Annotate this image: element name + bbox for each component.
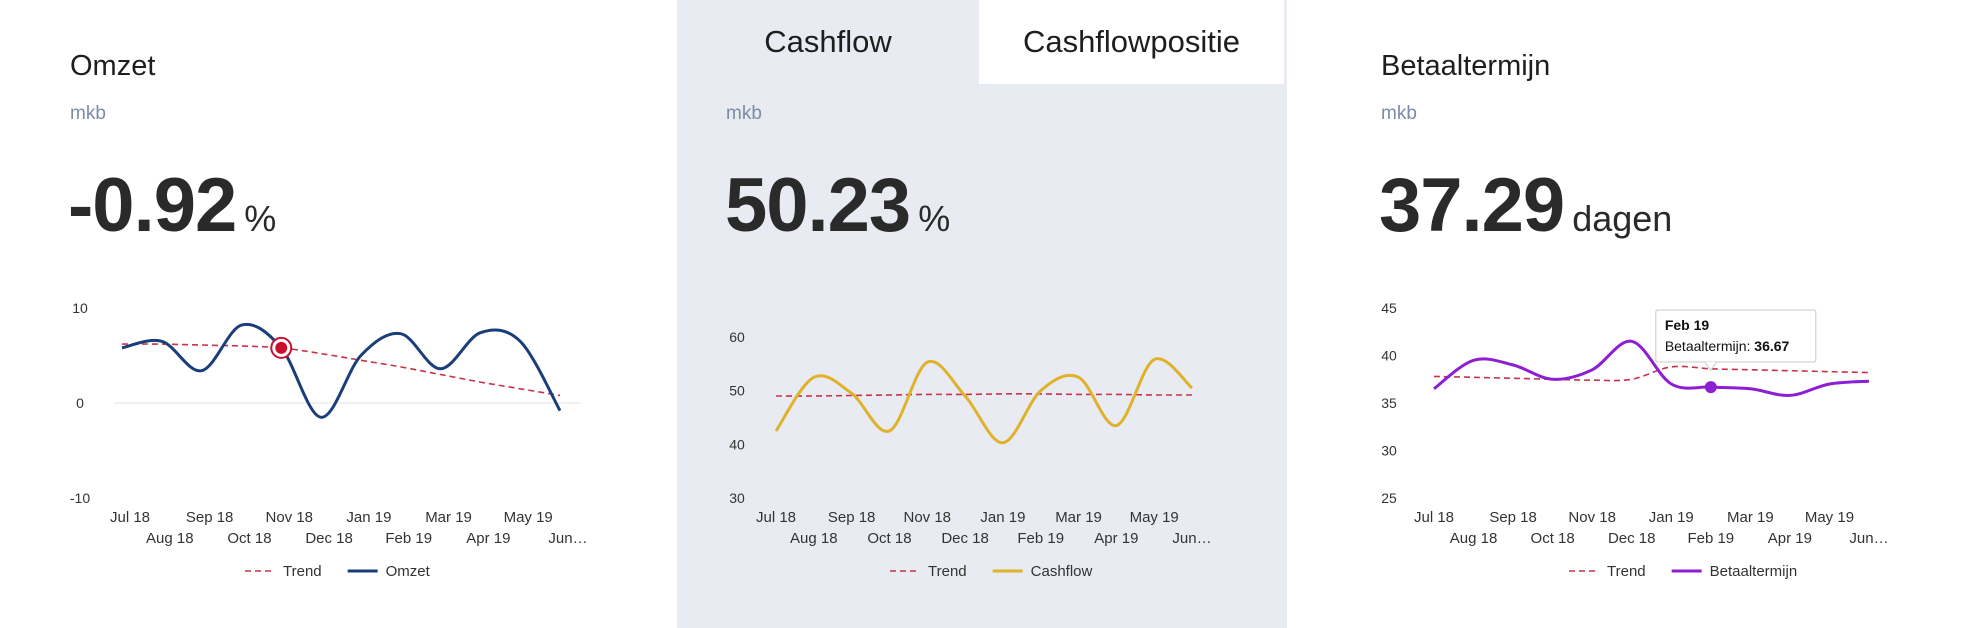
- legend-item-betaaltermijn[interactable]: Betaaltermijn: [1671, 563, 1798, 580]
- highlight-point[interactable]: [275, 341, 288, 354]
- series-line-trend[interactable]: [1433, 365, 1870, 382]
- cashflow-panel: Cashflow Cashflowpositie mkb 50.23% 60 50…: [677, 0, 1287, 628]
- x-tick-label: Apr 19: [1094, 530, 1138, 547]
- y-tick-label: 40: [729, 436, 745, 452]
- y-tick-label: 0: [76, 395, 84, 411]
- x-tick-label: May 19: [1805, 509, 1854, 526]
- x-tick-label: Aug 18: [790, 530, 838, 547]
- x-tick-label: Nov 18: [904, 509, 952, 526]
- y-tick-label: 10: [72, 300, 88, 316]
- cashflow-subtitle: mkb: [726, 103, 762, 124]
- cashflow-kpi: 50.23%: [725, 162, 950, 249]
- x-tick-label: Sep 18: [828, 509, 876, 526]
- x-tick-label: Aug 18: [1450, 530, 1498, 547]
- x-tick-label: Jun…: [1172, 530, 1211, 547]
- x-tick-label: Jan 19: [346, 509, 391, 526]
- legend-item-trend[interactable]: Trend: [1569, 563, 1646, 580]
- series-line-cashflow[interactable]: [774, 357, 1194, 445]
- x-tick-label: Jul 18: [1414, 509, 1454, 526]
- x-tick-label: Dec 18: [305, 530, 353, 547]
- tab-cashflowpositie[interactable]: Cashflowpositie: [979, 0, 1284, 84]
- omzet-kpi-value: -0.92: [68, 163, 237, 248]
- x-tick-label: Jun…: [548, 530, 587, 547]
- y-tick-label: 50: [729, 383, 745, 399]
- legend-item-trend[interactable]: Trend: [245, 563, 322, 580]
- x-tick-label: Apr 19: [466, 530, 510, 547]
- x-tick-label: Dec 18: [1608, 530, 1656, 547]
- x-tick-label: May 19: [504, 509, 553, 526]
- betaaltermijn-kpi-value: 37.29: [1379, 163, 1565, 248]
- series-line-betaaltermijn[interactable]: [1433, 339, 1870, 397]
- tab-cashflow[interactable]: Cashflow: [764, 24, 892, 59]
- cashflow-kpi-value: 50.23: [725, 163, 911, 248]
- omzet-chart[interactable]: 10 0 -10 Jul 18 Aug 18 Sep 18 Oct 18 Nov 18 Dec …: [60, 292, 620, 592]
- x-tick-label: Oct 18: [1531, 530, 1575, 547]
- legend-label: Trend: [283, 563, 322, 580]
- x-tick-label: Jul 18: [110, 509, 150, 526]
- cashflow-chart[interactable]: 60 50 40 30 Jul 18 Aug 18 Sep 18 Oct 18 Nov 18 De…: [717, 292, 1247, 592]
- x-tick-label: Oct 18: [227, 530, 271, 547]
- y-tick-label: 35: [1381, 395, 1397, 411]
- x-tick-label: Apr 19: [1768, 530, 1812, 547]
- legend-label: Omzet: [386, 563, 431, 580]
- y-tick-label: 30: [729, 490, 745, 506]
- cashflow-kpi-unit: %: [918, 198, 951, 239]
- x-tick-label: Mar 19: [425, 509, 472, 526]
- legend-item-trend[interactable]: Trend: [890, 563, 967, 580]
- x-tick-label: Feb 19: [385, 530, 432, 547]
- x-tick-label: Jan 19: [980, 509, 1025, 526]
- x-tick-label: Feb 19: [1687, 530, 1734, 547]
- x-tick-label: May 19: [1130, 509, 1179, 526]
- omzet-kpi: -0.92%: [68, 162, 276, 249]
- legend-item-omzet[interactable]: Omzet: [347, 563, 431, 580]
- x-tick-label: Feb 19: [1017, 530, 1064, 547]
- tooltip: Feb 19 Betaaltermijn: 36.67: [1655, 309, 1817, 371]
- betaaltermijn-kpi-unit: dagen: [1572, 198, 1673, 239]
- tooltip-box: [1655, 309, 1817, 363]
- tooltip-pointer: [1704, 361, 1718, 371]
- y-tick-label: 60: [729, 329, 745, 345]
- omzet-kpi-unit: %: [244, 198, 277, 239]
- series-line-omzet[interactable]: [121, 322, 562, 419]
- x-tick-label: Nov 18: [1568, 509, 1616, 526]
- legend-label: Betaaltermijn: [1710, 563, 1798, 580]
- x-tick-label: Mar 19: [1055, 509, 1102, 526]
- omzet-panel: Omzet mkb -0.92% 10 0 -10 Jul 18 Aug 18 Sep 1…: [0, 0, 677, 628]
- x-tick-label: Nov 18: [266, 509, 314, 526]
- y-tick-label: 45: [1381, 300, 1397, 316]
- betaaltermijn-kpi: 37.29 dagen: [1379, 162, 1672, 249]
- y-tick-label: 30: [1381, 443, 1397, 459]
- x-tick-label: Mar 19: [1727, 509, 1774, 526]
- tooltip-value: 36.67: [1754, 338, 1789, 354]
- x-tick-label: Oct 18: [867, 530, 911, 547]
- legend-label: Trend: [1607, 563, 1646, 580]
- x-tick-label: Sep 18: [186, 509, 234, 526]
- betaaltermijn-panel: Betaaltermijn mkb 37.29 dagen 45 40 35 30 25 J…: [1287, 0, 1968, 628]
- y-tick-label: 25: [1381, 490, 1397, 506]
- series-line-trend[interactable]: [121, 343, 561, 397]
- series-line-trend[interactable]: [775, 393, 1192, 397]
- tooltip-label: Betaaltermijn:: [1665, 338, 1754, 354]
- omzet-title: Omzet: [70, 50, 156, 82]
- omzet-subtitle: mkb: [70, 103, 106, 124]
- y-tick-label: 40: [1381, 348, 1397, 364]
- x-tick-label: Aug 18: [146, 530, 194, 547]
- highlight-point[interactable]: [1704, 381, 1717, 394]
- x-tick-label: Sep 18: [1489, 509, 1537, 526]
- betaaltermijn-chart[interactable]: 45 40 35 30 25 Jul 18 Aug 18 Sep 18 Oct 18 Nov 18…: [1369, 292, 1929, 592]
- tooltip-title: Feb 19: [1665, 317, 1710, 333]
- legend-item-cashflow[interactable]: Cashflow: [992, 563, 1093, 580]
- legend-label: Cashflow: [1031, 563, 1093, 580]
- x-tick-label: Dec 18: [941, 530, 989, 547]
- x-tick-label: Jan 19: [1649, 509, 1694, 526]
- x-tick-label: Jul 18: [756, 509, 796, 526]
- x-tick-label: Jun…: [1849, 530, 1888, 547]
- tooltip-body: Betaaltermijn: 36.67: [1665, 338, 1790, 354]
- y-tick-label: -10: [70, 490, 90, 506]
- legend-label: Trend: [928, 563, 967, 580]
- betaaltermijn-title: Betaaltermijn: [1381, 50, 1551, 82]
- betaaltermijn-subtitle: mkb: [1381, 103, 1417, 124]
